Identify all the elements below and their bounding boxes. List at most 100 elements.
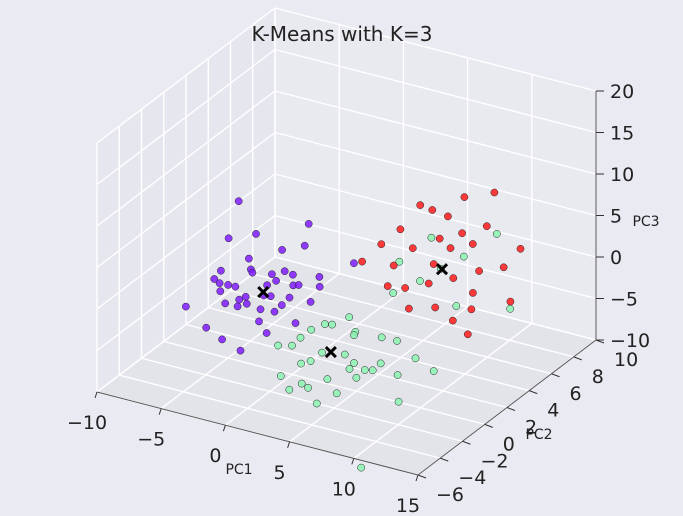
z-tick-label: −5 — [610, 289, 638, 311]
data-point-cluster-1 — [345, 365, 354, 373]
gridline-left-z — [96, 7, 276, 144]
data-point-cluster-0 — [245, 254, 253, 263]
scatter-points — [182, 188, 525, 472]
data-point-cluster-1 — [460, 252, 468, 261]
chart-title: K-Means with K=3 — [252, 22, 433, 46]
y-tick — [506, 407, 516, 411]
x-tick-label: 15 — [396, 495, 420, 516]
data-point-cluster-0 — [248, 268, 257, 277]
data-point-cluster-0 — [291, 319, 300, 327]
data-point-cluster-0 — [285, 293, 294, 302]
data-point-cluster-2 — [435, 234, 444, 243]
data-point-cluster-0 — [315, 273, 324, 281]
y-tick — [440, 457, 449, 462]
data-point-cluster-2 — [448, 316, 457, 325]
x-tick-label: −5 — [137, 429, 165, 451]
y-tick-label: 6 — [570, 383, 582, 405]
data-point-cluster-2 — [428, 206, 437, 214]
y-tick-label: 10 — [614, 349, 638, 371]
data-point-cluster-1 — [304, 383, 312, 392]
data-point-cluster-1 — [285, 385, 294, 394]
data-point-cluster-0 — [218, 335, 226, 344]
data-point-cluster-2 — [467, 305, 476, 314]
z-tick-label: 0 — [610, 247, 622, 269]
data-point-cluster-0 — [262, 329, 271, 337]
data-point-cluster-0 — [304, 220, 313, 228]
gridline-back-z — [274, 131, 597, 217]
data-point-cluster-2 — [506, 297, 515, 306]
data-point-cluster-1 — [297, 359, 305, 368]
data-point-cluster-2 — [429, 260, 438, 268]
gridline-back-z — [274, 7, 597, 92]
data-point-cluster-0 — [215, 279, 224, 288]
data-point-cluster-2 — [468, 240, 477, 248]
data-point-cluster-2 — [377, 240, 386, 249]
data-point-cluster-1 — [394, 397, 403, 406]
data-point-cluster-1 — [357, 463, 366, 472]
data-point-cluster-2 — [458, 229, 466, 238]
y-tick-label: 8 — [592, 366, 604, 388]
gridline-floor-y — [141, 357, 463, 442]
data-point-cluster-0 — [268, 270, 276, 279]
gridline-left-z — [96, 256, 276, 393]
z-tick-label: 15 — [610, 123, 634, 145]
grid-lines — [96, 7, 597, 476]
data-point-cluster-1 — [393, 337, 401, 345]
y-tick — [484, 423, 493, 428]
x-tick — [351, 458, 355, 465]
data-point-cluster-2 — [469, 289, 477, 297]
z-axis-label: PC3 — [632, 214, 659, 230]
centroid-markers — [257, 263, 449, 359]
data-point-cluster-1 — [276, 372, 285, 380]
data-point-cluster-0 — [300, 241, 309, 250]
x-axis-label: PC1 — [225, 462, 252, 478]
data-point-cluster-0 — [224, 234, 233, 243]
y-tick — [529, 390, 538, 395]
data-point-cluster-1 — [427, 233, 436, 242]
data-point-cluster-2 — [475, 267, 483, 275]
data-point-cluster-1 — [332, 389, 341, 398]
data-point-cluster-0 — [210, 275, 219, 283]
x-tick — [158, 408, 162, 415]
gridline-back-z — [274, 214, 597, 300]
data-point-cluster-0 — [278, 246, 286, 254]
gridline-back-z — [274, 256, 597, 341]
data-point-cluster-0 — [231, 282, 240, 291]
data-point-cluster-1 — [395, 257, 404, 266]
data-point-cluster-0 — [224, 281, 232, 289]
gridline-back-z — [274, 48, 597, 134]
data-point-cluster-2 — [396, 225, 405, 234]
gridline-left-z — [96, 90, 276, 227]
data-point-cluster-0 — [350, 259, 358, 268]
data-point-cluster-1 — [323, 375, 332, 383]
data-point-cluster-0 — [272, 276, 280, 285]
x-axis-line — [96, 391, 419, 476]
centroid-marker — [324, 345, 337, 359]
data-point-cluster-1 — [368, 366, 377, 375]
data-point-cluster-0 — [277, 301, 286, 309]
data-point-cluster-0 — [236, 346, 245, 355]
data-point-cluster-2 — [444, 212, 452, 221]
data-point-cluster-1 — [306, 357, 315, 365]
data-point-cluster-0 — [182, 302, 190, 311]
y-tick-label: 0 — [503, 433, 515, 455]
x-tick-label: 5 — [274, 462, 286, 484]
x-tick — [222, 425, 226, 432]
z-tick-label: 20 — [610, 81, 634, 103]
data-point-cluster-0 — [315, 282, 324, 291]
data-point-cluster-0 — [280, 267, 289, 276]
data-point-cluster-2 — [463, 330, 472, 339]
data-point-cluster-1 — [411, 354, 420, 363]
x-tick-label: −10 — [67, 412, 107, 434]
y-tick — [417, 474, 427, 479]
data-point-cluster-2 — [401, 284, 409, 292]
data-point-cluster-0 — [306, 298, 315, 306]
data-point-cluster-0 — [252, 230, 260, 238]
y-tick — [573, 356, 582, 361]
data-point-cluster-1 — [360, 366, 369, 374]
gridline-floor-y — [163, 340, 485, 426]
gridline-left-z — [96, 131, 276, 269]
data-point-cluster-2 — [499, 263, 508, 272]
